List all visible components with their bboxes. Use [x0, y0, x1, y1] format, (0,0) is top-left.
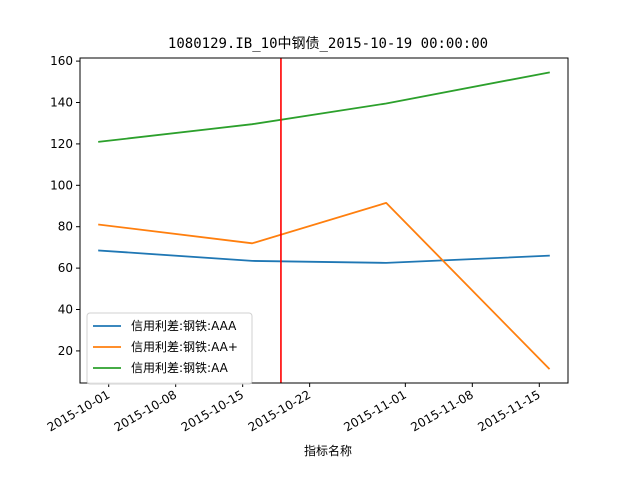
y-tick-label: 120: [50, 137, 73, 151]
y-tick-label: 160: [50, 54, 73, 68]
y-tick-label: 140: [50, 96, 73, 110]
series-layer: [98, 71, 551, 370]
y-tick-label: 100: [50, 178, 73, 192]
series-line-3: [98, 71, 550, 143]
y-tick-label: 20: [58, 344, 73, 358]
y-tick-label: 40: [58, 303, 73, 317]
legend-label-2: 信用利差:钢铁:AA+: [131, 340, 238, 354]
x-tick-label: 2015-11-15: [475, 387, 542, 434]
y-tick-label: 80: [58, 220, 73, 234]
x-tick-label: 2015-10-15: [179, 387, 246, 434]
legend-label-3: 信用利差:钢铁:AA: [131, 361, 229, 375]
x-tick-label: 2015-10-08: [112, 387, 179, 434]
y-tick-label: 60: [58, 261, 73, 275]
x-tick-label: 2015-11-01: [341, 387, 408, 434]
legend-label-1: 信用利差:钢铁:AAA: [131, 319, 237, 333]
x-axis-label: 指标名称: [304, 443, 352, 458]
series-line-1: [98, 249, 550, 264]
axes-frame: [79, 57, 569, 384]
x-tick-label: 2015-11-08: [408, 387, 475, 434]
legend-frame: [86, 312, 253, 385]
chart-title: 1080129.IB_10中钢债_2015-10-19 00:00:00: [168, 36, 488, 52]
x-tick-label: 2015-10-22: [246, 387, 313, 434]
legend: 信用利差:钢铁:AAA 信用利差:钢铁:AA+ 信用利差:钢铁:AA: [86, 312, 253, 385]
x-tick-label: 2015-10-01: [45, 387, 112, 434]
series-line-2: [98, 201, 551, 370]
